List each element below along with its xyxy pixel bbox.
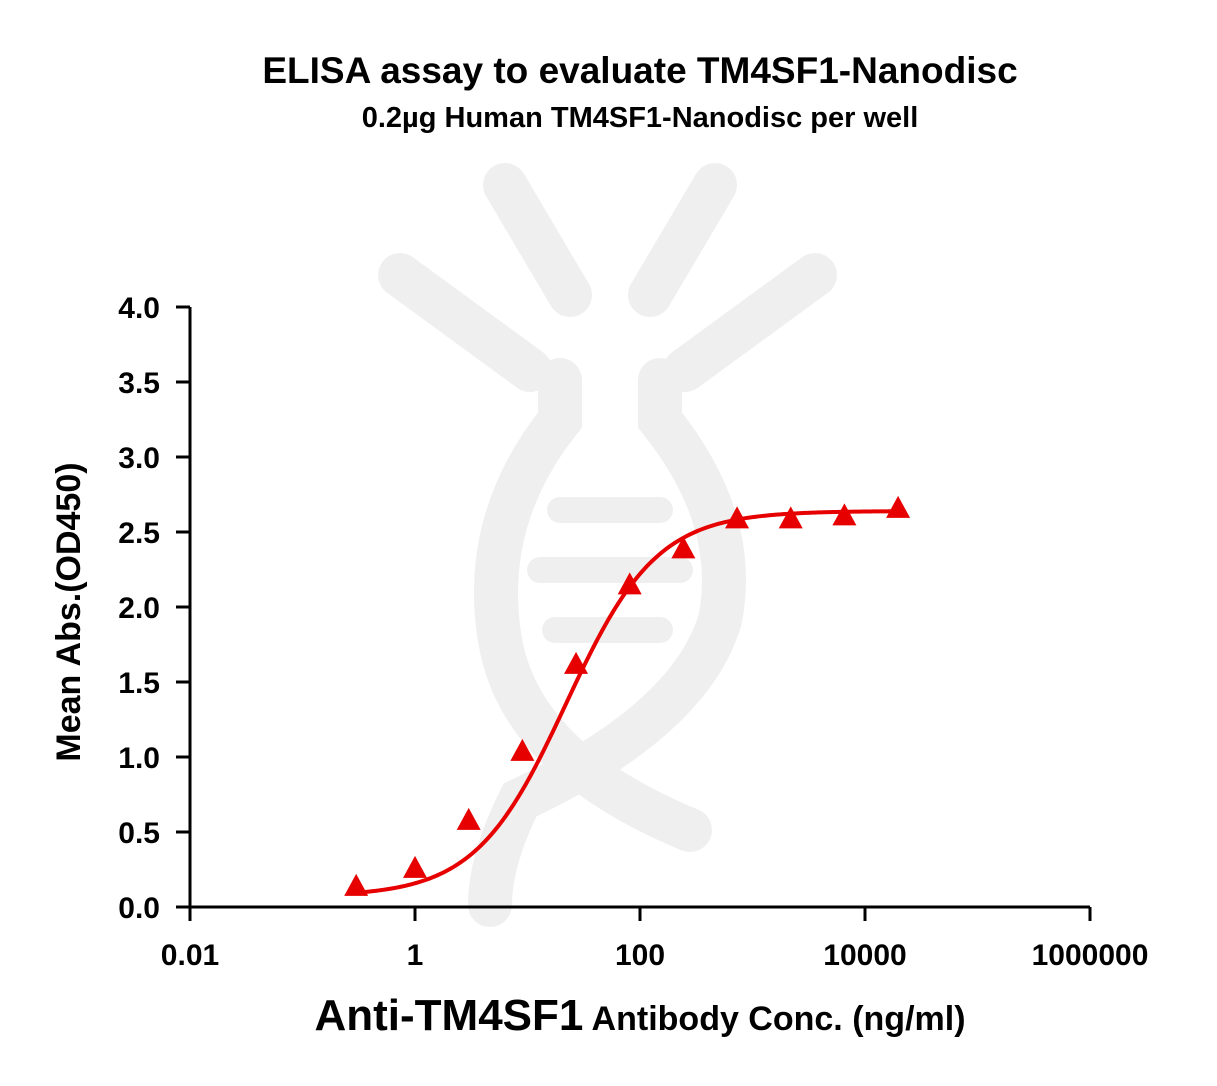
y-tick-label: 1.0 xyxy=(118,742,160,775)
y-tick-label: 4.0 xyxy=(118,292,160,325)
chart-title: ELISA assay to evaluate TM4SF1-Nanodisc xyxy=(262,50,1017,91)
x-tick-label: 1 xyxy=(407,939,424,972)
data-point xyxy=(671,536,696,559)
data-point xyxy=(510,738,535,761)
y-tick-label: 1.5 xyxy=(118,667,160,700)
data-point xyxy=(564,651,589,674)
y-tick-label: 0.0 xyxy=(118,892,160,925)
x-tick-label: 100 xyxy=(615,939,665,972)
x-axis-label-rest: Antibody Conc. (ng/ml) xyxy=(583,1000,965,1038)
x-tick-label: 0.01 xyxy=(161,939,219,972)
chart-subtitle: 0.2µg Human TM4SF1-Nanodisc per well xyxy=(362,102,919,134)
x-axis-label: Anti-TM4SF1 Antibody Conc. (ng/ml) xyxy=(314,991,965,1040)
x-axis-label-bold: Anti-TM4SF1 xyxy=(314,991,583,1040)
watermark-logo xyxy=(378,163,837,927)
y-tick-label: 0.5 xyxy=(118,817,160,850)
y-tick-label: 3.0 xyxy=(118,442,160,475)
data-point xyxy=(344,873,369,896)
data-point xyxy=(778,506,803,529)
data-point xyxy=(403,855,427,878)
x-ticks: 0.01 1 100 10000 1000000 xyxy=(161,907,1149,972)
y-tick-label: 2.5 xyxy=(118,517,160,550)
data-point xyxy=(617,572,642,595)
data-point xyxy=(832,503,857,526)
x-tick-label: 10000 xyxy=(823,939,906,972)
y-tick-label: 3.5 xyxy=(118,367,160,400)
data-point xyxy=(456,807,481,830)
y-axis-label: Mean Abs.(OD450) xyxy=(50,462,88,761)
plot-area xyxy=(344,495,911,896)
y-tick-label: 2.0 xyxy=(118,592,160,625)
data-point xyxy=(886,495,911,518)
y-ticks: 0.0 0.5 1.0 1.5 2.0 2.5 3.0 3.5 4.0 xyxy=(118,292,190,925)
data-point xyxy=(725,506,750,529)
x-tick-label: 1000000 xyxy=(1032,939,1149,972)
